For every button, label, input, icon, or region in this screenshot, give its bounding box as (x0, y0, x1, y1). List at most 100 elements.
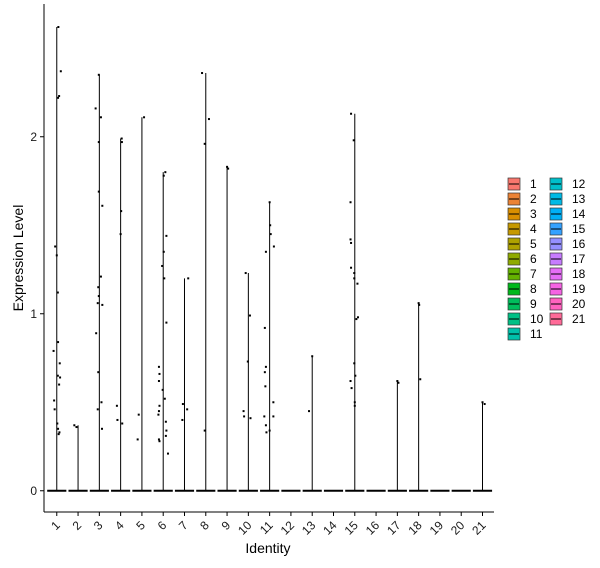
violin-3-point (97, 295, 100, 298)
violin-3-point (99, 116, 102, 119)
violin-15-point (349, 201, 352, 204)
x-tick-label: 7 (176, 518, 191, 533)
violin-18-point (419, 378, 422, 381)
legend-label-3: 3 (530, 207, 537, 221)
violin-8-point (203, 142, 206, 145)
violin-2-point (73, 424, 76, 427)
violin-1-point (56, 374, 59, 377)
violin-11-point (264, 385, 267, 388)
violin-3-point (100, 401, 103, 404)
y-axis-title: Expression Level (10, 205, 26, 312)
violin-15-point (355, 318, 358, 321)
x-tick-label: 17 (384, 518, 404, 538)
x-tick-label: 6 (155, 518, 170, 533)
violin-11-point (264, 424, 267, 427)
legend-label-16: 16 (572, 237, 586, 251)
violin-8-point (201, 72, 204, 75)
x-tick-label: 13 (299, 518, 319, 538)
violin-3-point (94, 107, 97, 110)
violin-11-point (263, 371, 266, 374)
legend-label-18: 18 (572, 267, 586, 281)
x-tick-label: 21 (469, 518, 489, 538)
violin-10-point (242, 410, 245, 413)
violin-6-point (162, 250, 165, 253)
y-tick-label: 2 (30, 130, 37, 144)
violin-3-point (99, 275, 102, 278)
violin-4-point (120, 137, 123, 140)
legend-label-13: 13 (572, 192, 586, 206)
violin-15-point (349, 380, 352, 383)
violin-10-point (246, 360, 249, 363)
legend-label-1: 1 (530, 177, 537, 191)
violin-4-point (120, 210, 123, 213)
violin-3-point (101, 427, 104, 430)
violin-6-point (162, 174, 165, 177)
x-axis-title: Identity (245, 540, 290, 556)
x-tick-label: 11 (257, 518, 276, 537)
violin-6-point (157, 410, 160, 413)
violin-6-point (165, 321, 168, 324)
x-tick-label: 10 (235, 518, 255, 538)
violin-11-point (264, 250, 267, 253)
x-tick-label: 4 (112, 518, 127, 533)
violin-7-point (181, 403, 184, 406)
violin-6-point (157, 413, 160, 416)
violin-3-point (101, 303, 104, 306)
violin-3-point (97, 73, 100, 76)
legend-label-14: 14 (572, 207, 586, 221)
violin-11-point (264, 365, 267, 368)
x-tick-label: 2 (70, 518, 85, 533)
violin-6-point (165, 234, 168, 237)
violin-5-point (137, 413, 140, 416)
x-tick-label: 3 (91, 518, 106, 533)
violin-15-point (353, 277, 356, 280)
violin-4-point (120, 141, 123, 144)
legend-label-19: 19 (572, 282, 586, 296)
x-tick-label: 19 (427, 518, 447, 538)
legend-label-10: 10 (530, 312, 544, 326)
legend-label-20: 20 (572, 297, 586, 311)
violin-1-point (57, 427, 60, 430)
legend-label-4: 4 (530, 222, 537, 236)
violin-7-point (186, 408, 189, 411)
violin-15-point (350, 241, 353, 244)
x-tick-label: 9 (219, 518, 234, 533)
violin-6-point (166, 452, 169, 455)
violin-4-point (119, 233, 122, 236)
violin-1-point (55, 254, 58, 257)
violin-6-point (164, 434, 167, 437)
violin-3-point (95, 332, 98, 335)
violin-11-point (263, 326, 266, 329)
violin-18-point (418, 303, 421, 306)
violin-1-point (53, 408, 56, 411)
violin-9-point (227, 167, 230, 170)
x-tick-label: 14 (320, 518, 340, 538)
violin-11-point (272, 401, 275, 404)
violin-11-point (263, 415, 266, 418)
violin-3-point (96, 302, 99, 305)
violin-1-point (56, 422, 59, 425)
violin-11-point (272, 245, 275, 248)
violin-8-point (207, 118, 210, 121)
violin-6-point (158, 404, 161, 407)
violin-1-point (54, 245, 57, 248)
legend-label-21: 21 (572, 312, 586, 326)
violin-15-point (356, 282, 359, 285)
legend-label-9: 9 (530, 297, 537, 311)
violin-5-point (136, 438, 139, 441)
y-tick-label: 0 (30, 484, 37, 498)
violin-15-point (353, 272, 356, 275)
violin-15-point (353, 401, 356, 404)
violin-11-point (268, 429, 271, 432)
x-tick-label: 16 (363, 518, 383, 538)
violin-1-point (53, 399, 56, 402)
violin-13-point (311, 355, 314, 358)
violin-6-point (161, 388, 164, 391)
violin-21-point (481, 401, 484, 404)
violin-1-point (57, 26, 60, 29)
legend-label-17: 17 (572, 252, 586, 266)
legend-label-7: 7 (530, 267, 537, 281)
violin-1-point (58, 431, 61, 434)
